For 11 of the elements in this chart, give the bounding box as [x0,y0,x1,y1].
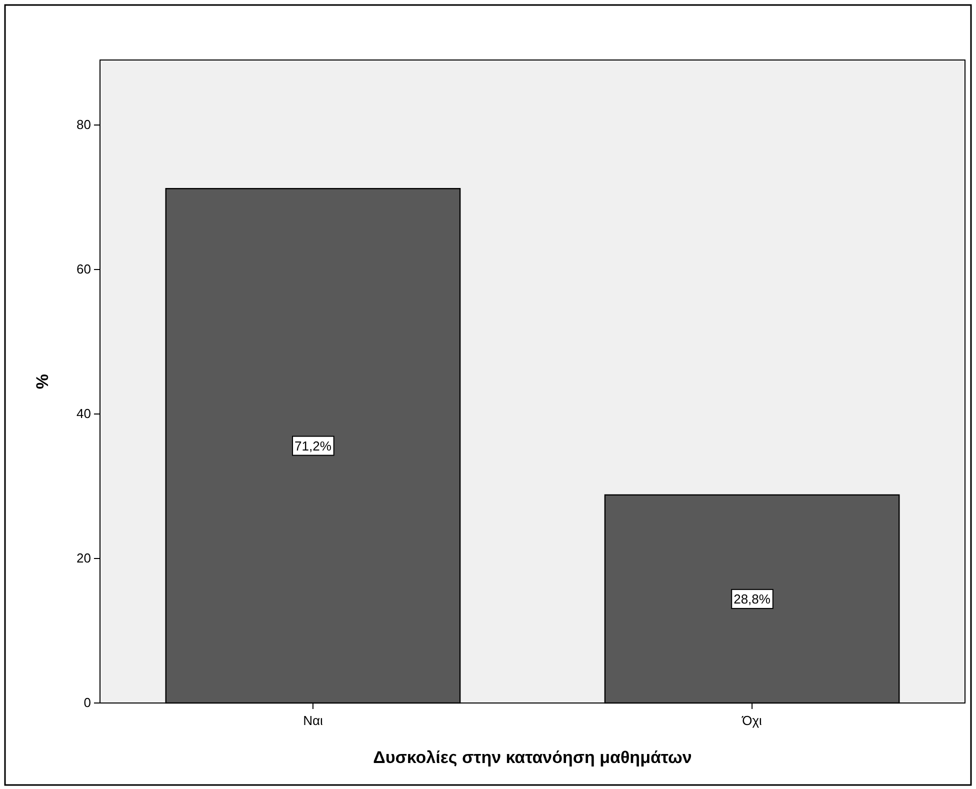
y-tick-label: 20 [76,550,91,566]
y-tick-label: 0 [84,695,91,710]
x-tick-label: Όχι [741,713,762,728]
data-label: 71,2% [294,438,332,454]
y-axis-title: % [33,374,52,390]
y-tick-label: 60 [76,262,91,277]
data-label: 28,8% [734,591,771,606]
y-tick-label: 80 [76,117,91,132]
x-tick-label: Ναι [303,713,323,728]
y-tick-label: 40 [76,406,91,422]
x-axis-title: Δυσκολίες στην κατανόηση μαθημάτων [373,748,692,767]
